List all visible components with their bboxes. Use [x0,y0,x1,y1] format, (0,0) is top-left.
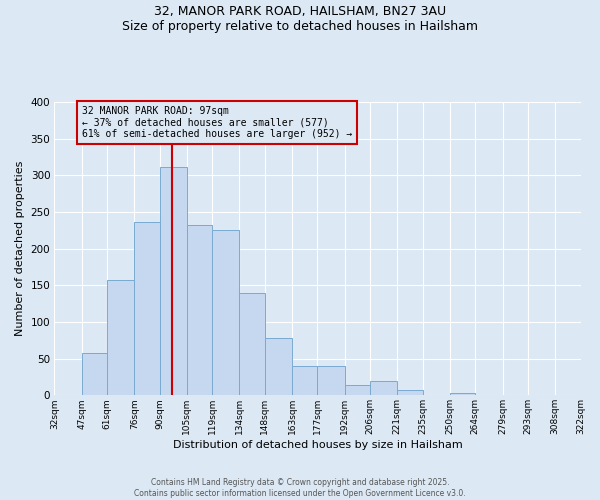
Bar [317,366,344,396]
Text: 32 MANOR PARK ROAD: 97sqm
← 37% of detached houses are smaller (577)
61% of semi: 32 MANOR PARK ROAD: 97sqm ← 37% of detac… [82,106,352,139]
Bar [82,353,107,396]
Text: Contains HM Land Registry data © Crown copyright and database right 2025.
Contai: Contains HM Land Registry data © Crown c… [134,478,466,498]
Bar [370,382,397,396]
Y-axis label: Number of detached properties: Number of detached properties [15,161,25,336]
Bar [160,168,187,396]
Bar [212,230,239,396]
Text: 32, MANOR PARK ROAD, HAILSHAM, BN27 3AU
Size of property relative to detached ho: 32, MANOR PARK ROAD, HAILSHAM, BN27 3AU … [122,5,478,33]
Bar [344,385,370,396]
Bar [134,222,160,396]
Bar [397,390,422,396]
Bar [107,280,134,396]
Bar [239,292,265,396]
X-axis label: Distribution of detached houses by size in Hailsham: Distribution of detached houses by size … [173,440,463,450]
Bar [450,393,475,396]
Bar [187,225,212,396]
Bar [292,366,317,396]
Bar [265,338,292,396]
